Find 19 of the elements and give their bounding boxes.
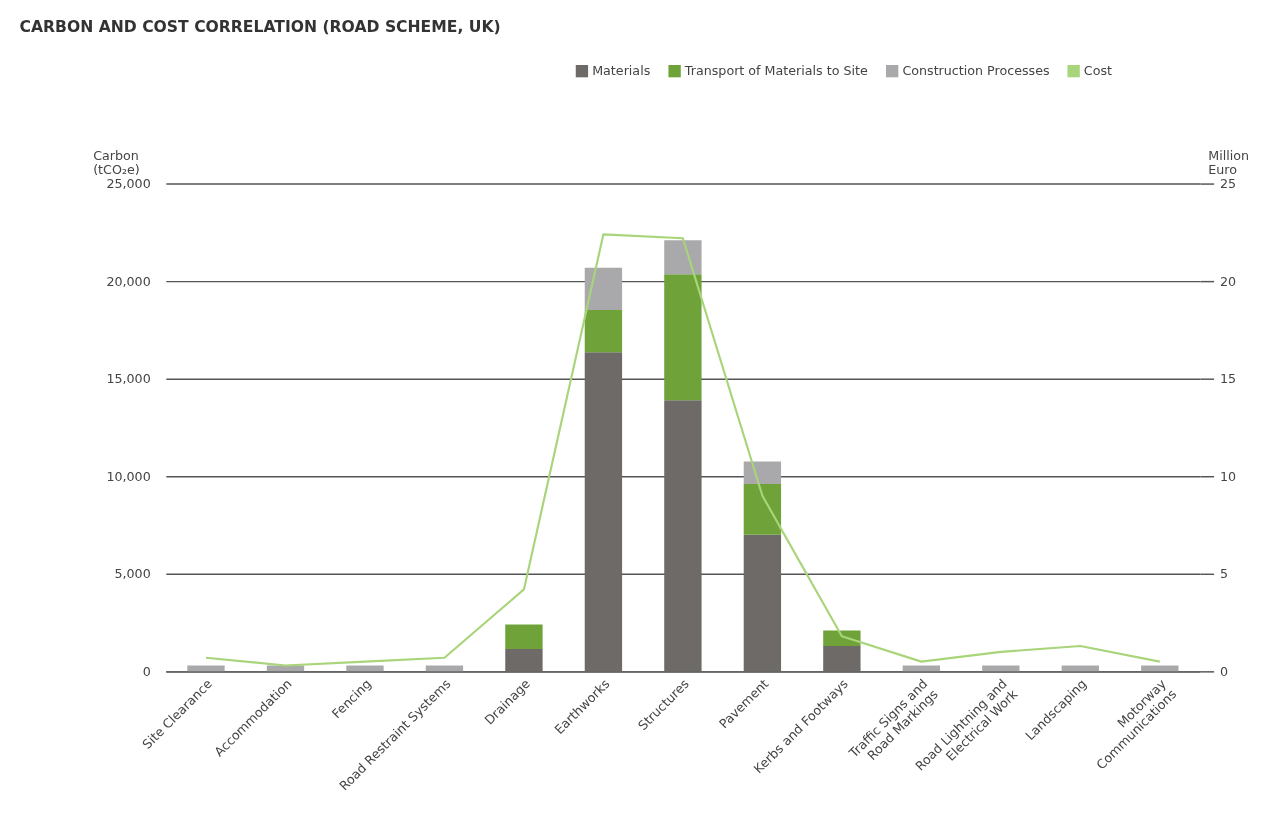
legend-label: Materials	[592, 63, 651, 79]
y-tick-label: 0	[142, 663, 151, 679]
legend-label: Transport of Materials to Site	[683, 63, 868, 79]
y2-tick-label: 5	[1219, 566, 1229, 582]
y-tick-label: 5,000	[114, 566, 151, 582]
y-axis-title: Carbon (tCO₂e)	[93, 147, 140, 178]
y-tick-label: 25,000	[106, 175, 151, 191]
y2-axis-title: Million Euro	[1208, 147, 1250, 178]
y2-tick-label: 0	[1219, 663, 1229, 679]
legend-label: Construction Processes	[902, 63, 1050, 79]
legend-label: Cost	[1083, 63, 1113, 79]
y2-tick-label: 25	[1219, 175, 1237, 191]
y2-tick-label: 15	[1219, 371, 1237, 387]
y2-tick-label: 20	[1219, 273, 1237, 289]
y-tick-label: 10,000	[106, 468, 151, 484]
y-tick-label: 20,000	[106, 273, 151, 289]
y2-tick-label: 10	[1219, 468, 1237, 484]
y-tick-label: 15,000	[106, 371, 151, 387]
chart-title: CARBON AND COST CORRELATION (ROAD SCHEME, UK)	[19, 18, 501, 37]
